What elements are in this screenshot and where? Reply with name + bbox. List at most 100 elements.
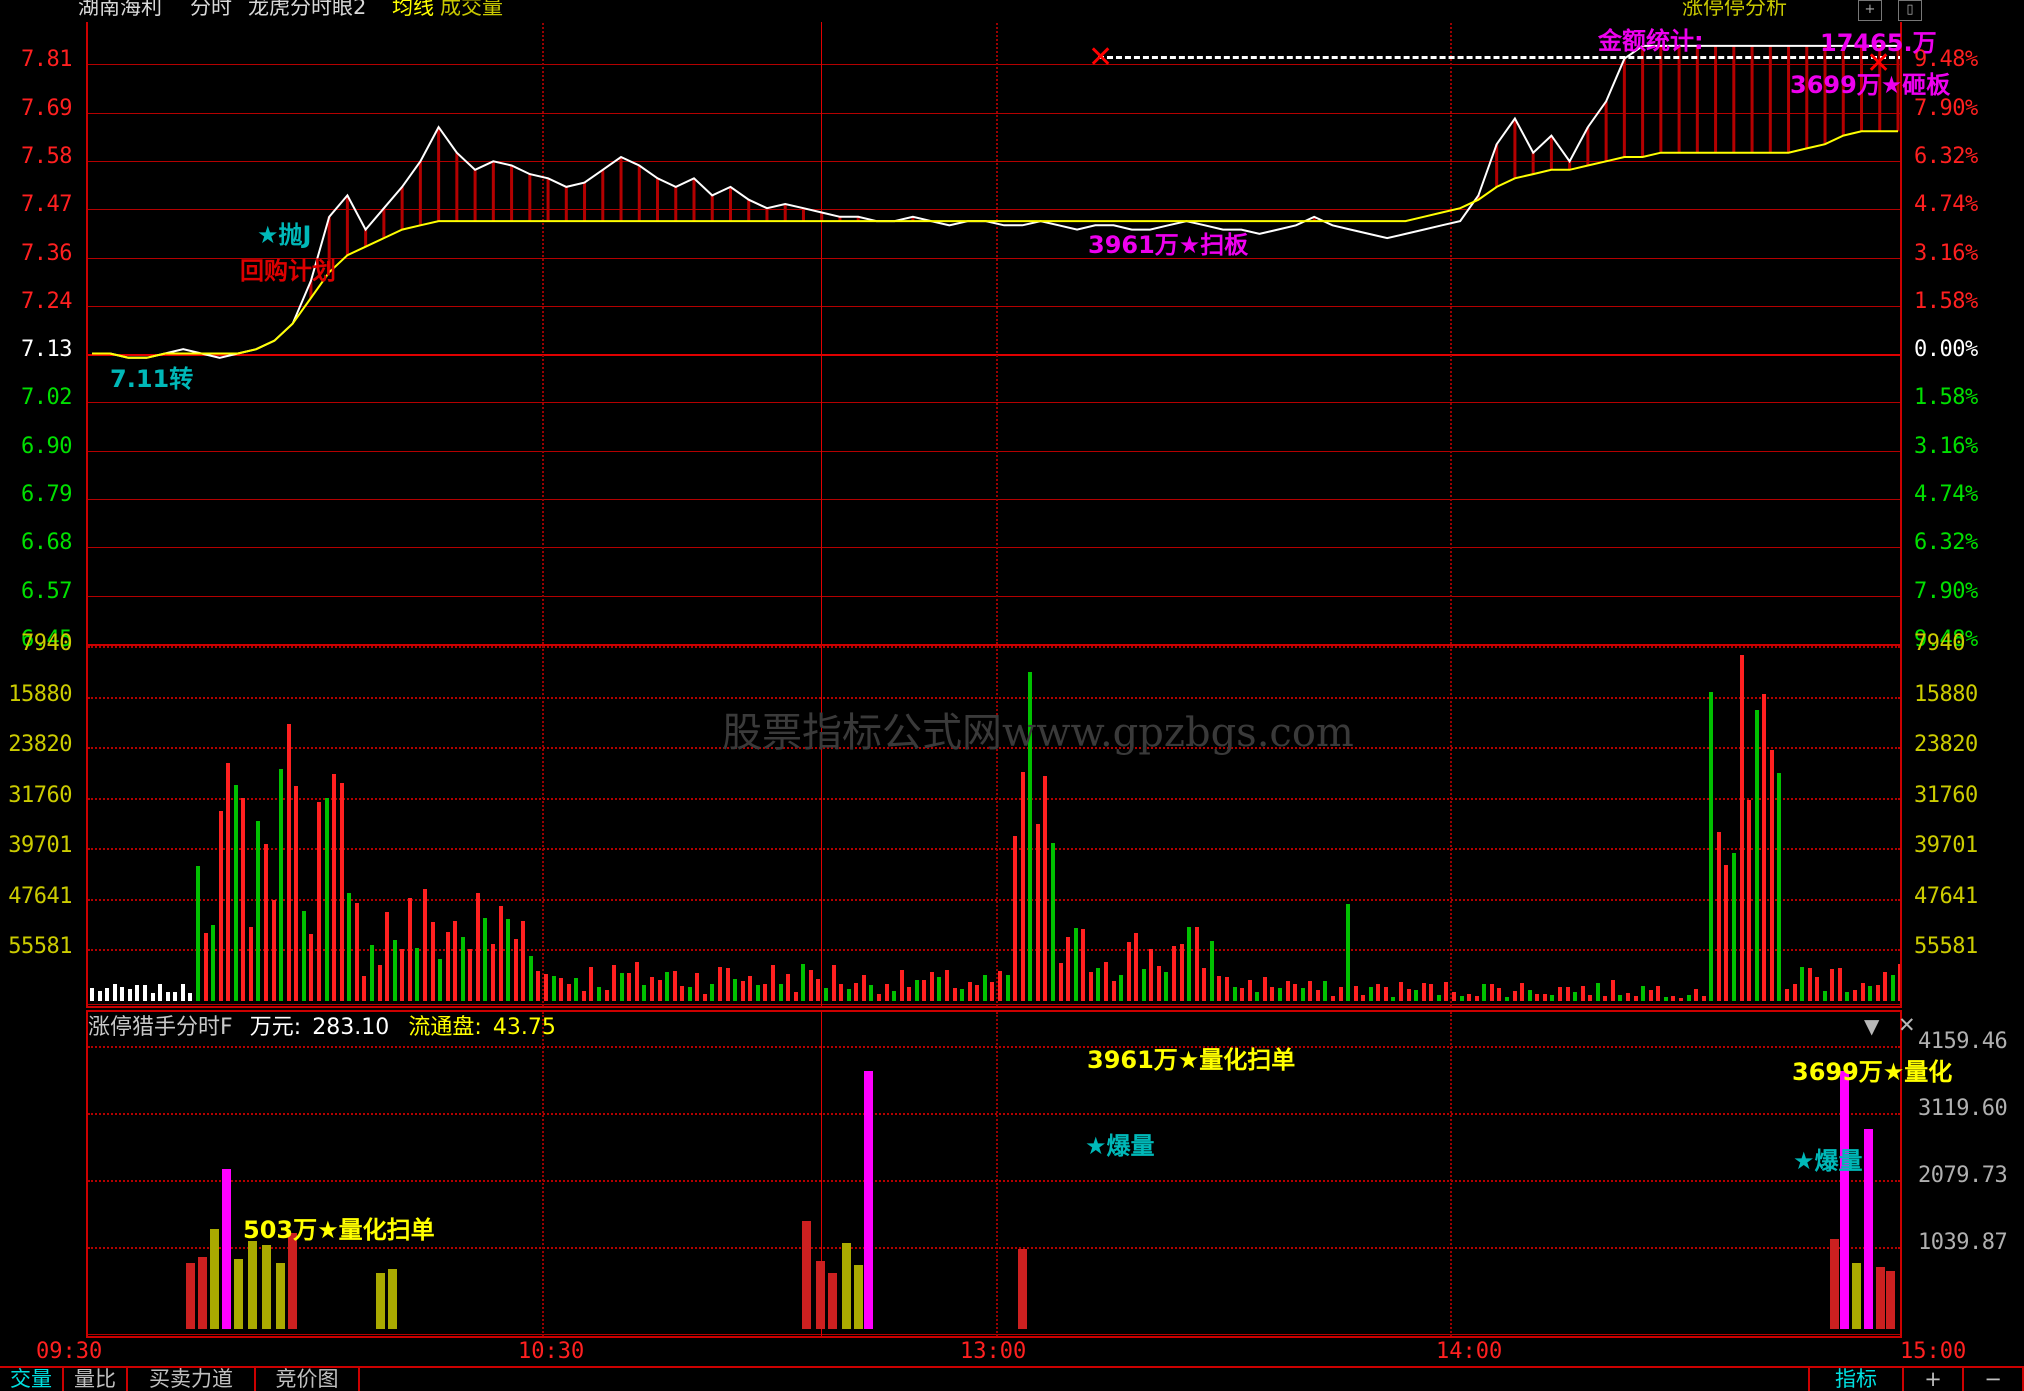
- volume-bar: [748, 976, 752, 1001]
- sub-indicator-bar: [1886, 1271, 1895, 1329]
- toolbar-tab-0[interactable]: 交量: [10, 1367, 52, 1391]
- price-axis-label: 6.57: [21, 579, 72, 604]
- volume-bar: [1702, 996, 1706, 1001]
- volume-bar: [1248, 980, 1252, 1001]
- header-indicator[interactable]: 龙虎分时眼2: [248, 0, 367, 19]
- toolbar-separator: [1962, 1368, 1964, 1391]
- sub-indicator-pane[interactable]: [86, 1010, 1902, 1338]
- header-mode[interactable]: 分时: [190, 0, 232, 19]
- toolbar-separator: [2022, 1368, 2024, 1391]
- toolbar-tab-2[interactable]: 买卖力道: [149, 1367, 233, 1391]
- volume-bar: [1028, 672, 1032, 1001]
- toolbar-right-tab-0[interactable]: 指标: [1835, 1367, 1877, 1391]
- toolbar-right-tab-2[interactable]: −: [1984, 1367, 2002, 1391]
- time-axis-label: 14:00: [1436, 1339, 1503, 1364]
- volume-gridline: [88, 697, 1900, 700]
- volume-bar: [885, 984, 889, 1001]
- volume-bar: [226, 763, 230, 1001]
- volume-bar: [658, 980, 662, 1001]
- toolbar-tab-3[interactable]: 竞价图: [275, 1367, 339, 1391]
- volume-bar: [854, 983, 858, 1001]
- header-volume-label[interactable]: 成交量: [440, 0, 503, 19]
- volume-bar: [1066, 937, 1070, 1001]
- volume-bar: [1815, 977, 1819, 1001]
- volume-bar: [272, 900, 276, 1001]
- volume-bar: [877, 994, 881, 1001]
- volume-bar: [1361, 995, 1365, 1001]
- toolbar-tab-1[interactable]: 量比: [74, 1367, 116, 1391]
- site-watermark: 股票指标公式网www.gpzbgs.com: [722, 710, 1354, 756]
- volume-bar: [605, 990, 609, 1001]
- volume-gridline: [88, 949, 1900, 952]
- header-ma-label[interactable]: 均线: [392, 0, 434, 19]
- header-stock-name[interactable]: 湖南海利: [78, 0, 162, 19]
- volume-bar: [1437, 995, 1441, 1001]
- volume-bar: [393, 940, 397, 1001]
- volume-bar: [211, 925, 215, 1001]
- volume-axis-label-right: 47641: [1914, 884, 1978, 909]
- sub-indicator-bar: [262, 1245, 271, 1329]
- volume-bar: [1043, 776, 1047, 1001]
- volume-bar: [514, 939, 518, 1001]
- volume-axis-label-right: 23820: [1914, 732, 1978, 757]
- volume-bar: [1467, 994, 1471, 1001]
- volume-bar: [294, 786, 298, 1001]
- sub-indicator-bar: [1852, 1263, 1861, 1329]
- volume-bar: [1724, 865, 1728, 1001]
- volume-bar: [370, 945, 374, 1001]
- sub-axis-label: 1039.87: [1918, 1230, 2008, 1255]
- volume-bar: [1618, 995, 1622, 1001]
- volume-bar: [1535, 994, 1539, 1001]
- volume-bar: [1482, 984, 1486, 1001]
- volume-bar: [1051, 843, 1055, 1001]
- expand-button[interactable]: +: [1858, 0, 1882, 21]
- price-gridline: [88, 402, 1900, 403]
- price-axis-label: 7.81: [21, 47, 72, 72]
- volume-bar: [302, 911, 306, 1001]
- sub-gridline-vertical: [542, 1012, 544, 1336]
- price-annotation: 17465.万: [1820, 29, 1937, 57]
- sub-indicator-bar: [854, 1265, 863, 1329]
- price-line: [92, 44, 1898, 359]
- volume-bar: [1081, 929, 1085, 1001]
- volume-bar: [612, 965, 616, 1001]
- sub-float-value: 43.75: [492, 1015, 556, 1040]
- sub-indicator-bar: [864, 1071, 873, 1329]
- volume-bar: [1550, 995, 1554, 1001]
- volume-bar: [499, 906, 503, 1001]
- volume-bar: [1671, 996, 1675, 1001]
- sub-wanyuan-label: 万元:: [249, 1015, 302, 1040]
- volume-bar: [423, 889, 427, 1001]
- sub-panel-title[interactable]: 涨停猎手分时F: [88, 1015, 233, 1040]
- volume-bar: [726, 968, 730, 1001]
- volume-bar: [930, 972, 934, 1001]
- price-axis-label: 7.24: [21, 289, 72, 314]
- volume-bar: [446, 932, 450, 1001]
- toolbar-right-tab-1[interactable]: +: [1924, 1367, 1942, 1391]
- sub-panel-close-icon[interactable]: ✕: [1898, 1013, 1916, 1037]
- volume-bar: [907, 987, 911, 1001]
- time-axis-label: 09:30: [36, 1339, 103, 1364]
- volume-bar: [135, 985, 139, 1001]
- price-annotation: ★抛J: [257, 221, 312, 249]
- sub-baseline: [88, 1334, 1900, 1335]
- volume-bar: [1112, 981, 1116, 1001]
- volume-bar: [1664, 997, 1668, 1001]
- sub-gridline: [88, 1113, 1900, 1116]
- volume-bar: [1800, 967, 1804, 1001]
- volume-bar: [1603, 996, 1607, 1001]
- sub-panel-collapse-icon[interactable]: ▼: [1864, 1014, 1880, 1038]
- header-right-title[interactable]: 涨停停分析: [1682, 0, 1787, 19]
- volume-bar: [1740, 655, 1744, 1001]
- volume-bar: [1210, 941, 1214, 1001]
- volume-bar: [1354, 986, 1358, 1001]
- volume-bar: [491, 944, 495, 1001]
- close-window-button[interactable]: ▯: [1898, 0, 1922, 21]
- volume-bar: [756, 985, 760, 1001]
- volume-chart-pane[interactable]: [86, 646, 1902, 1008]
- volume-bar: [1528, 990, 1532, 1001]
- volume-gridline-vertical: [996, 646, 998, 1006]
- volume-bar: [680, 986, 684, 1001]
- volume-bar: [552, 976, 556, 1001]
- price-chart-pane[interactable]: ✕ ✕: [86, 14, 1902, 646]
